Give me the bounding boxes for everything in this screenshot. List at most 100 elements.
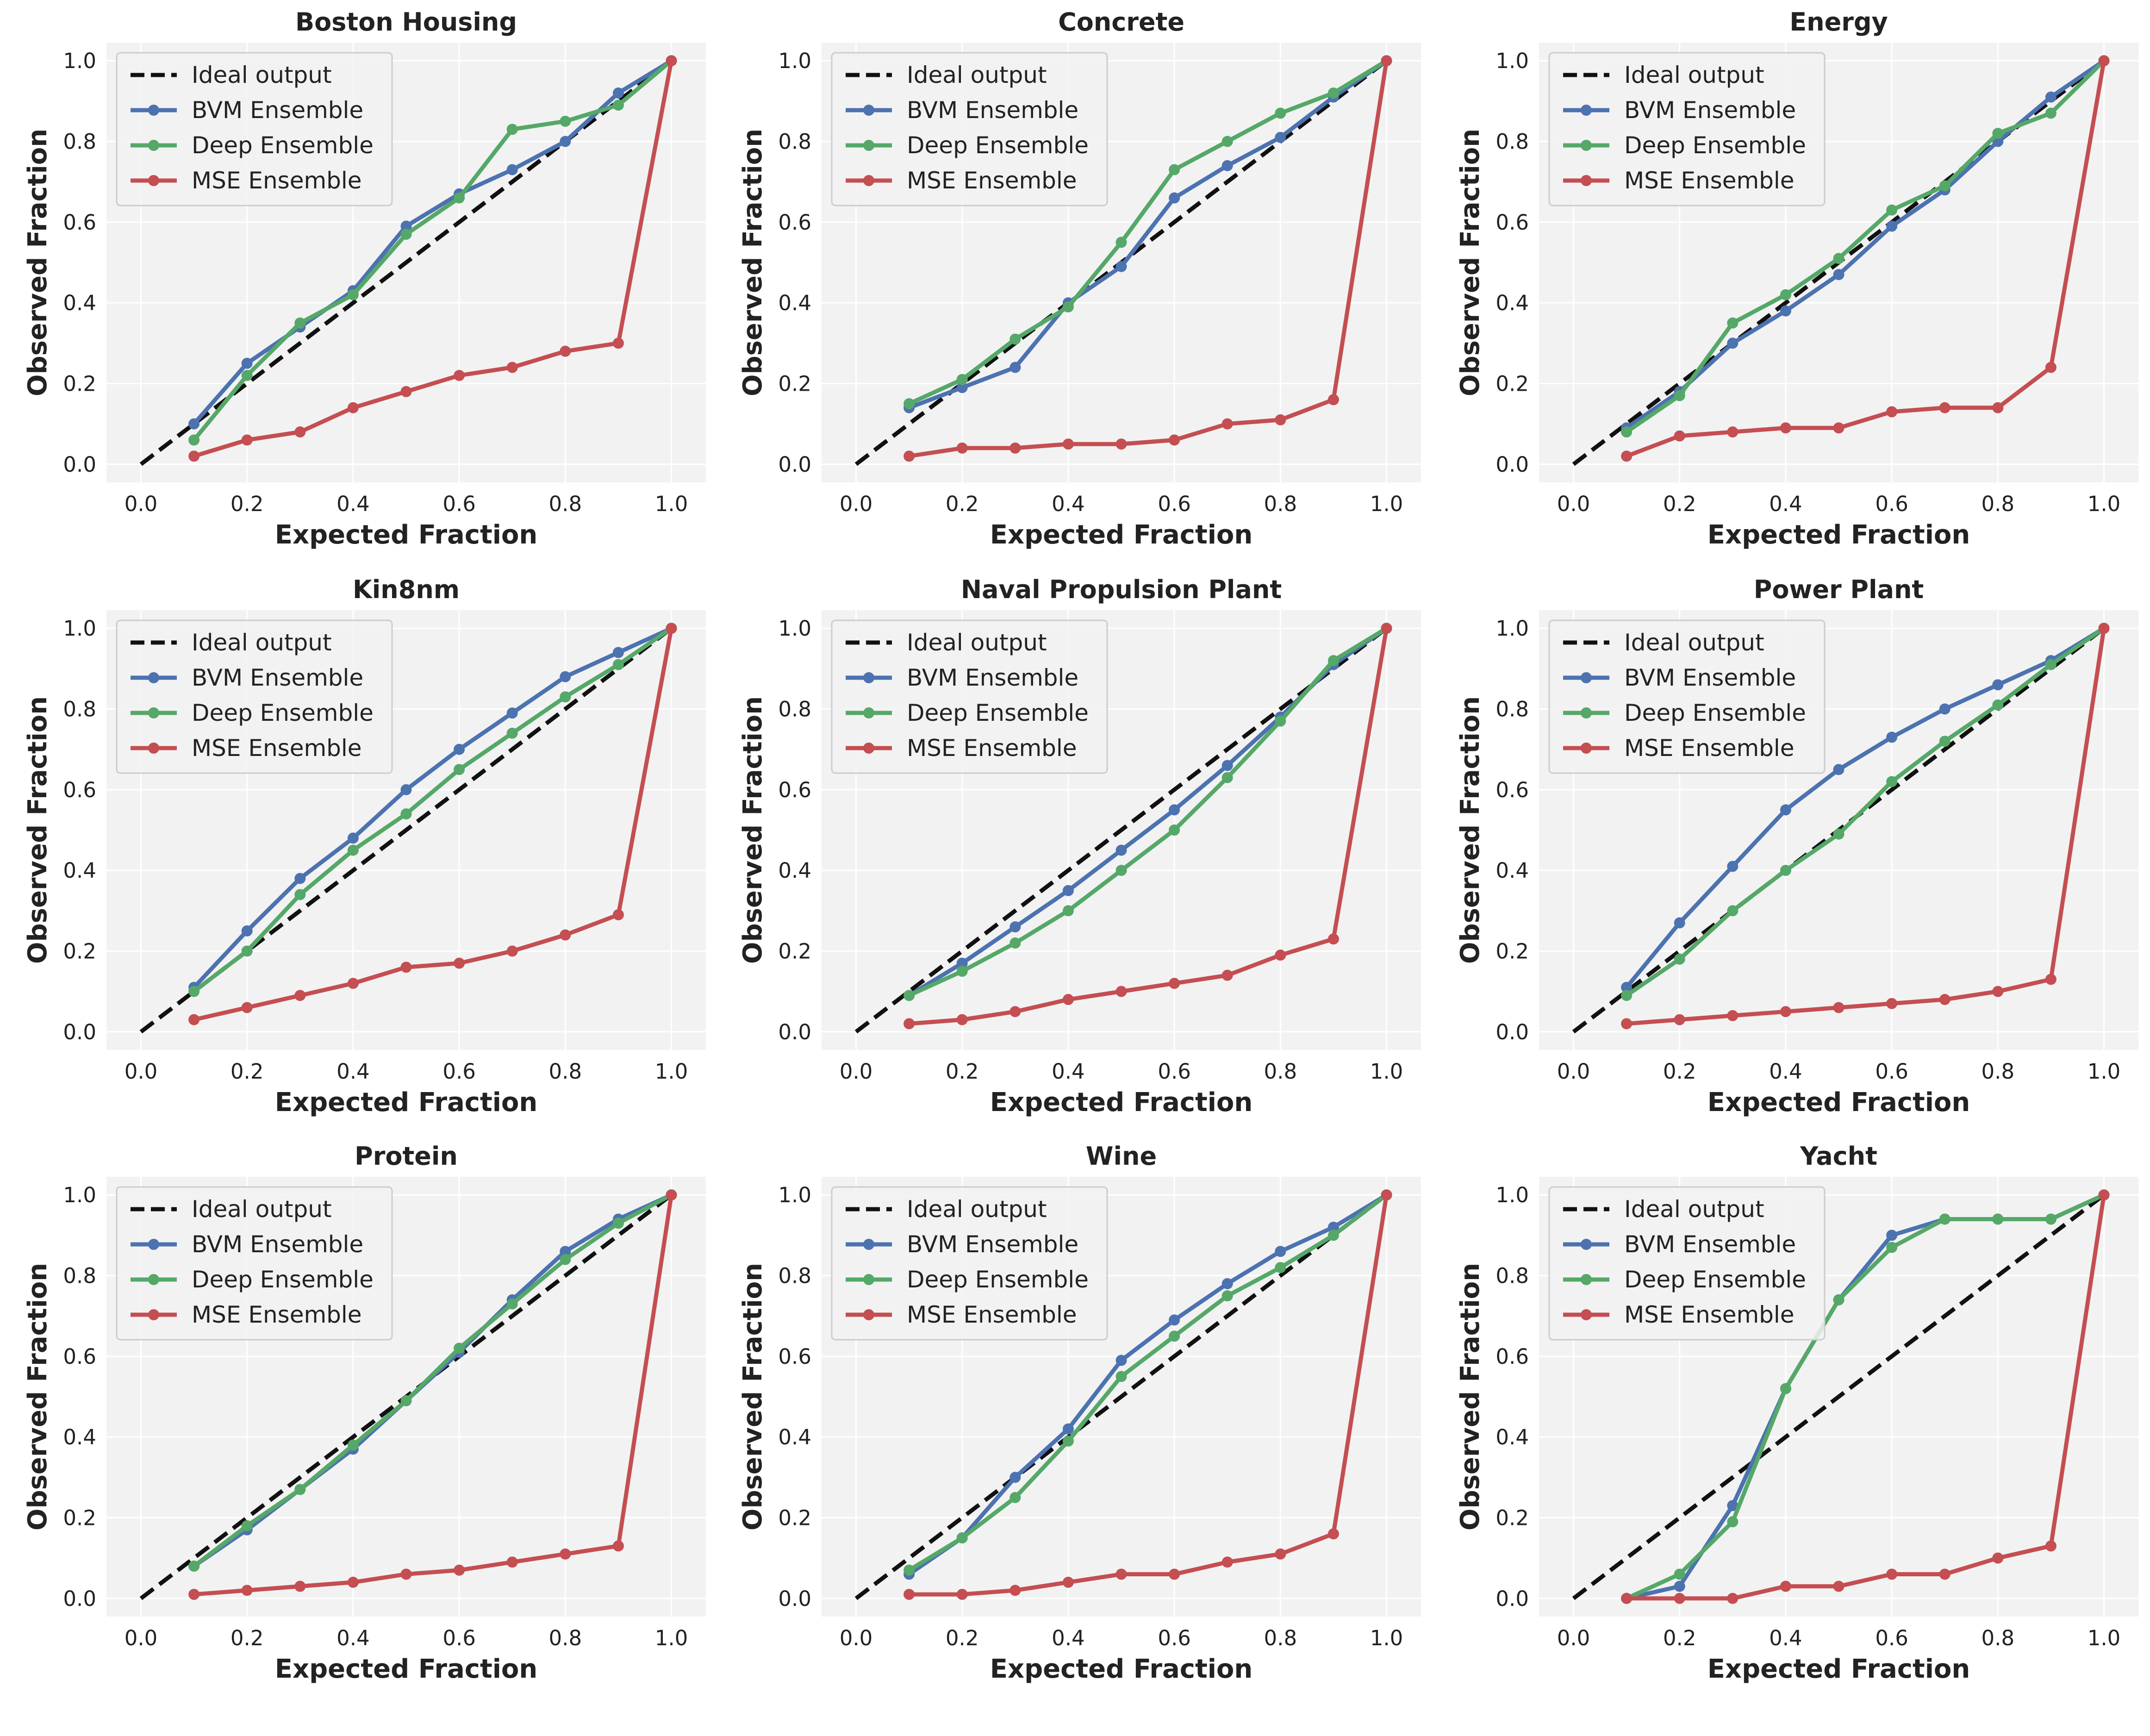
data-point-deep	[1886, 204, 1898, 216]
data-point-deep	[1727, 317, 1739, 329]
series-line-ideal	[1572, 1193, 2106, 1600]
legend-label: Ideal output	[907, 1196, 1047, 1223]
y-tick-label: 0.0	[63, 452, 96, 477]
data-point-mse	[1621, 1592, 1633, 1604]
series-line-mse	[909, 628, 1389, 1026]
y-tick-label: 0.8	[1496, 697, 1529, 722]
chart-title: Boston Housing	[295, 7, 517, 37]
series-line-bvm	[908, 1193, 1388, 1576]
data-point-deep	[612, 100, 624, 111]
y-tick-label: 0.8	[63, 130, 96, 154]
chart-panel: 0.0 0.2 0.4 0.6 0.8 1.0 0.0 0.2 0.4 0.6 0.8 1.0 Prot…	[23, 1142, 706, 1684]
data-point-mse	[1939, 402, 1951, 413]
y-axis-label: Observed Fraction	[1455, 1263, 1485, 1530]
data-point-deep	[241, 1520, 253, 1531]
data-point-mse	[560, 345, 571, 357]
data-point-deep	[1221, 136, 1233, 147]
data-point-deep	[188, 434, 200, 446]
data-point-mse	[666, 55, 677, 67]
data-point-bvm	[1062, 885, 1074, 896]
data-point-bvm	[560, 671, 571, 682]
y-tick-label: 0.2	[63, 939, 96, 963]
data-point-bvm	[612, 87, 624, 99]
data-point-deep	[1886, 1242, 1898, 1253]
x-axis-label: Expected Fraction	[275, 520, 538, 550]
legend-label: Deep Ensemble	[1624, 1266, 1806, 1293]
y-tick-label: 0.4	[1496, 291, 1529, 315]
legend-label: BVM Ensemble	[907, 97, 1078, 124]
y-tick-label: 0.0	[1496, 1020, 1529, 1044]
legend-marker-deep	[1581, 1274, 1592, 1285]
y-axis-label: Observed Fraction	[1455, 696, 1485, 964]
x-tick-label: 0.2	[946, 492, 979, 516]
y-tick-label: 0.8	[1496, 1264, 1529, 1288]
data-point-deep	[347, 289, 359, 300]
data-point-mse	[1621, 450, 1633, 462]
data-point-deep	[1833, 253, 1845, 264]
legend-box	[831, 1186, 1108, 1341]
data-point-mse	[1116, 1568, 1127, 1580]
legend-label: MSE Ensemble	[1624, 735, 1795, 762]
data-point-deep	[347, 844, 359, 856]
y-tick-label: 0.8	[778, 697, 811, 722]
x-tick-label: 0.2	[946, 1059, 979, 1084]
data-point-mse	[904, 1589, 915, 1600]
data-point-deep	[241, 945, 253, 957]
legend-label: Ideal output	[192, 629, 332, 656]
x-axis-label: Expected Fraction	[1708, 1654, 1970, 1684]
x-tick-label: 0.2	[231, 1059, 264, 1084]
data-point-deep	[347, 1439, 359, 1451]
legend-label: Ideal output	[907, 629, 1047, 656]
x-tick-label: 0.0	[125, 1626, 158, 1650]
chart-title: Yacht	[1800, 1142, 1877, 1171]
x-tick-label: 0.4	[1052, 1626, 1085, 1650]
y-tick-label: 0.2	[1496, 939, 1529, 963]
data-point-deep	[1674, 1568, 1685, 1580]
data-point-bvm	[1275, 1246, 1286, 1257]
series-line-deep	[193, 626, 673, 993]
data-point-mse	[1674, 1592, 1685, 1604]
data-point-bvm	[1886, 220, 1898, 232]
data-point-bvm	[1116, 844, 1127, 856]
y-tick-label: 0.2	[1496, 371, 1529, 396]
series-line-bvm	[1625, 626, 2105, 989]
legend-label: Deep Ensemble	[907, 1266, 1089, 1293]
chart-title: Concrete	[1058, 7, 1184, 37]
data-point-mse	[1780, 422, 1791, 434]
data-point-mse	[1992, 1552, 2004, 1564]
data-point-mse	[400, 1568, 412, 1580]
series-line-bvm	[192, 59, 673, 425]
data-point-deep	[1833, 1294, 1845, 1305]
data-point-mse	[2098, 623, 2110, 634]
data-point-deep	[1327, 1230, 1339, 1241]
data-point-deep	[1275, 715, 1286, 727]
chart-title: Power Plant	[1754, 575, 1924, 604]
y-tick-label: 0.4	[63, 1425, 96, 1449]
data-point-deep	[454, 192, 465, 204]
legend-label: Deep Ensemble	[192, 132, 374, 159]
data-point-deep	[1169, 1330, 1180, 1342]
legend-marker-bvm	[1581, 105, 1592, 116]
legend-marker-bvm	[148, 105, 159, 116]
legend-marker-deep	[1581, 140, 1592, 151]
data-point-bvm	[1727, 861, 1739, 872]
data-point-deep	[904, 990, 915, 1001]
data-point-bvm	[188, 418, 200, 430]
data-point-mse	[454, 957, 465, 969]
data-point-mse	[454, 370, 465, 381]
y-axis-label: Observed Fraction	[738, 129, 768, 396]
data-point-mse	[612, 909, 624, 921]
x-tick-label: 0.2	[231, 492, 264, 516]
legend-label: Deep Ensemble	[1624, 132, 1806, 159]
legend-box	[831, 52, 1108, 206]
data-point-mse	[1833, 1002, 1845, 1013]
legend-box	[1548, 619, 1826, 774]
data-point-mse	[1221, 969, 1233, 981]
data-point-bvm	[1275, 131, 1286, 143]
data-point-mse	[506, 1556, 518, 1568]
data-point-mse	[956, 1589, 968, 1600]
data-point-mse	[1674, 1014, 1685, 1025]
data-point-mse	[347, 1576, 359, 1588]
x-tick-label: 0.6	[442, 1059, 476, 1084]
